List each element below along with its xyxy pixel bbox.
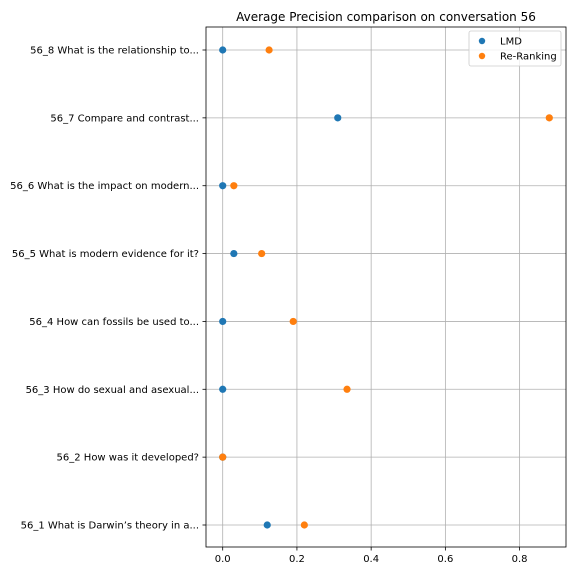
x-axis-ticks: 0.0 0.2 0.4 0.6 0.8	[215, 547, 528, 565]
data-point-lmd	[219, 385, 227, 393]
data-point-re-ranking	[300, 521, 308, 529]
data-point-lmd	[263, 521, 271, 529]
data-point-lmd	[334, 114, 342, 122]
legend-box	[468, 30, 562, 67]
data-point-re-ranking	[343, 385, 351, 393]
x-tick-label: 0.4	[363, 554, 379, 565]
data-point-lmd	[219, 317, 227, 326]
plot-frame	[205, 26, 567, 548]
data-point-re-ranking	[219, 453, 227, 461]
data-point-lmd	[230, 249, 238, 258]
x-tick-label: 0.6	[437, 554, 453, 565]
legend-label-lmd: LMD	[500, 37, 522, 48]
y-tick-label: 56_4 How can fossils be used to...	[29, 317, 199, 328]
y-tick-label: 56_3 How do sexual and asexual...	[26, 385, 199, 396]
chart-title: Average Precision comparison on conversa…	[236, 10, 536, 24]
y-tick-label: 56_1 What is Darwin’s theory in a...	[21, 521, 199, 532]
x-tick-label: 0.8	[512, 554, 528, 565]
y-tick-label: 56_8 What is the relationship to...	[30, 46, 199, 57]
data-point-re-ranking	[230, 182, 238, 190]
y-axis-ticks: 56_8 What is the relationship to... 56_7 …	[10, 46, 206, 532]
y-tick-label: 56_2 How was it developed?	[57, 453, 199, 464]
legend-marker-re-ranking	[478, 52, 486, 60]
data-point-re-ranking	[289, 317, 297, 326]
data-point-re-ranking	[545, 114, 553, 122]
x-tick-label: 0.2	[289, 554, 305, 565]
data-point-re-ranking	[258, 249, 266, 258]
points-layer	[219, 46, 553, 529]
legend-label-re-ranking: Re-Ranking	[500, 52, 557, 63]
x-tick-label: 0.0	[215, 554, 231, 565]
y-tick-label: 56_7 Compare and contrast...	[50, 113, 199, 124]
legend-marker-lmd	[478, 37, 486, 45]
legend: LMD Re-Ranking	[468, 30, 562, 67]
y-tick-label: 56_6 What is the impact on modern...	[10, 181, 199, 192]
data-point-lmd	[219, 182, 227, 190]
y-tick-label: 56_5 What is modern evidence for it?	[12, 249, 199, 260]
data-point-re-ranking	[265, 46, 273, 54]
data-point-lmd	[219, 46, 227, 54]
